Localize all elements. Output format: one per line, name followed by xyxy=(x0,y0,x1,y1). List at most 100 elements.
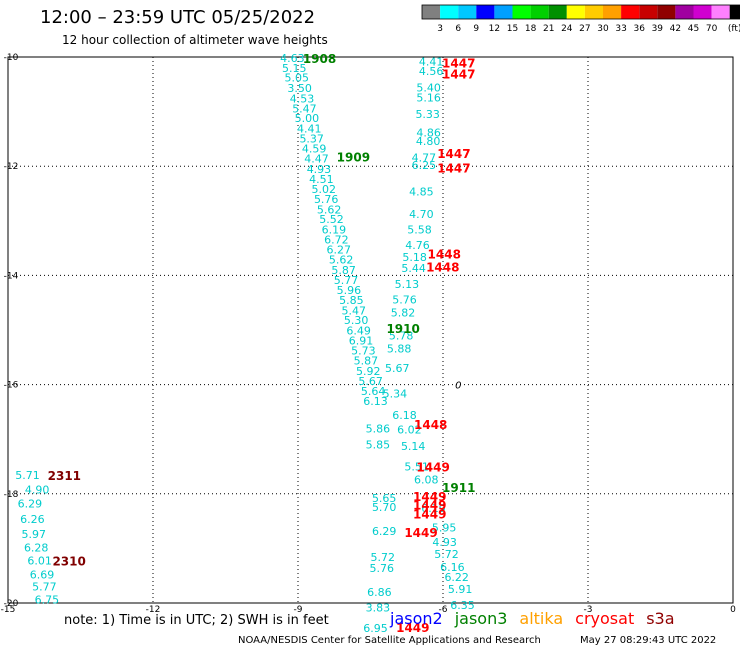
annotations: 0 xyxy=(455,381,461,392)
y-tick-label: -20 xyxy=(4,599,19,609)
swh-value: 5.78 xyxy=(389,329,414,342)
swh-value: 5.77 xyxy=(32,581,57,594)
swh-value: 5.13 xyxy=(395,278,420,291)
swh-value: 6.08 xyxy=(414,474,439,487)
swh-value: 5.00 xyxy=(295,112,320,125)
swh-value: 5.87 xyxy=(331,264,356,277)
swh-value: 6.86 xyxy=(367,586,392,599)
swh-value: 6.02 xyxy=(397,423,422,436)
time-labels: 1908190919101911144714471447144714481448… xyxy=(48,52,476,635)
pass-time-label: 2311 xyxy=(48,469,81,483)
pass-time-label: 1447 xyxy=(442,67,475,81)
pass-time-label: 1449 xyxy=(396,621,429,635)
pass-time-label: 1449 xyxy=(413,490,446,504)
swh-value: 6.25 xyxy=(412,159,437,172)
swh-value: 4.90 xyxy=(25,483,49,496)
colorbar-label: 42 xyxy=(670,24,681,34)
swh-value: 6.35 xyxy=(450,599,475,612)
pass-time-label: 1449 xyxy=(416,461,449,475)
swh-value: 5.76 xyxy=(370,562,395,575)
swh-value: 5.95 xyxy=(432,522,457,535)
swh-value: 5.71 xyxy=(15,469,40,482)
x-tick-label: -6 xyxy=(439,605,448,615)
pass-time-label: 1449 xyxy=(404,526,437,540)
swh-value: 5.87 xyxy=(354,355,379,368)
swh-value: 5.82 xyxy=(391,307,416,320)
axis-ticks: -15 -12 -9 -6 -3 0 -10 -12 -14 -16 -18 -20 xyxy=(1,53,736,615)
colorbar-swatch xyxy=(566,5,585,19)
colorbar-label: 24 xyxy=(561,24,573,34)
swh-value: 5.91 xyxy=(448,583,473,596)
swh-value: 4.51 xyxy=(309,173,334,186)
colorbar-swatch xyxy=(603,5,622,19)
swh-points: 4.635.155.053.504.535.475.004.415.374.59… xyxy=(15,52,475,635)
page-subtitle: 12 hour collection of altimeter wave hei… xyxy=(62,33,328,47)
swh-value: 4.53 xyxy=(290,92,315,105)
swh-value: 4.70 xyxy=(409,208,434,221)
swh-value: 4.77 xyxy=(412,151,437,164)
swh-value: 4.93 xyxy=(432,536,457,549)
colorbar-label: 70 xyxy=(706,24,718,34)
colorbar-swatch xyxy=(711,5,730,19)
colorbar-label: 15 xyxy=(507,24,518,34)
swh-value: 6.22 xyxy=(444,571,469,584)
swh-value: 4.47 xyxy=(304,153,329,166)
swh-value: 5.70 xyxy=(372,501,397,514)
colorbar-label: 9 xyxy=(473,24,479,34)
credit-line: NOAA/NESDIS Center for Satellite Applica… xyxy=(238,635,541,646)
colorbar-swatch xyxy=(476,5,495,19)
swh-value: 5.65 xyxy=(372,492,397,505)
swh-value: 5.05 xyxy=(284,72,309,85)
colorbar-unit: (ft) xyxy=(728,24,740,34)
colorbar-swatch xyxy=(422,5,441,19)
colorbar-label: 33 xyxy=(615,24,626,34)
y-tick-label: -10 xyxy=(4,53,19,63)
x-tick-label: -12 xyxy=(146,605,161,615)
colorbar-swatch xyxy=(729,5,740,19)
pass-time-label: 1449 xyxy=(413,499,446,513)
swh-value: 5.40 xyxy=(416,82,441,95)
swh-value: 5.30 xyxy=(344,314,369,327)
colorbar-label: 12 xyxy=(489,24,500,34)
swh-value: 4.59 xyxy=(302,143,327,156)
swh-value: 6.28 xyxy=(24,541,49,554)
colorbar-swatch xyxy=(639,5,658,19)
swh-value: 3.83 xyxy=(366,601,391,614)
swh-value: 6.29 xyxy=(18,498,42,511)
colorbar-label: 39 xyxy=(652,24,664,34)
colorbar-border xyxy=(421,4,740,20)
swh-value: 5.02 xyxy=(312,183,337,196)
pass-time-label: 1447 xyxy=(437,161,470,175)
swh-value: 5.51 xyxy=(404,461,429,474)
colorbar-label: 6 xyxy=(455,24,461,34)
swh-value: 6.91 xyxy=(349,334,374,347)
swh-value: 5.85 xyxy=(339,294,364,307)
swh-value: 4.63 xyxy=(280,52,305,65)
swh-value: 6.49 xyxy=(346,325,371,338)
colorbar-swatch xyxy=(584,5,603,19)
swh-value: 5.52 xyxy=(319,213,344,226)
pass-time-label: 1448 xyxy=(428,248,461,262)
satellite-legend: jason2 jason3 altika cryosat s3a xyxy=(390,609,675,629)
colorbar-label: 36 xyxy=(633,24,645,34)
annotation-mark: 0 xyxy=(455,381,461,392)
colorbar-label: 30 xyxy=(597,24,609,34)
colorbar-label: 27 xyxy=(579,24,590,34)
pass-time-label: 1448 xyxy=(414,418,447,432)
swh-value: 6.19 xyxy=(421,502,446,515)
pass-time-label: 2310 xyxy=(52,554,85,568)
plot-frame xyxy=(7,56,734,604)
swh-value: 5.92 xyxy=(356,365,381,378)
legend-entry-s3a: s3a xyxy=(646,609,675,628)
swh-value: 5.37 xyxy=(299,132,324,145)
colorbar-swatch xyxy=(440,5,459,19)
swh-value: 5.18 xyxy=(402,251,427,264)
swh-value: 5.62 xyxy=(329,254,354,267)
swh-value: 3.50 xyxy=(287,82,312,95)
swh-value: 5.67 xyxy=(358,375,383,388)
swh-value: 5.44 xyxy=(401,262,426,275)
swh-value: 5.86 xyxy=(366,422,391,435)
swh-value: 5.97 xyxy=(22,528,47,541)
